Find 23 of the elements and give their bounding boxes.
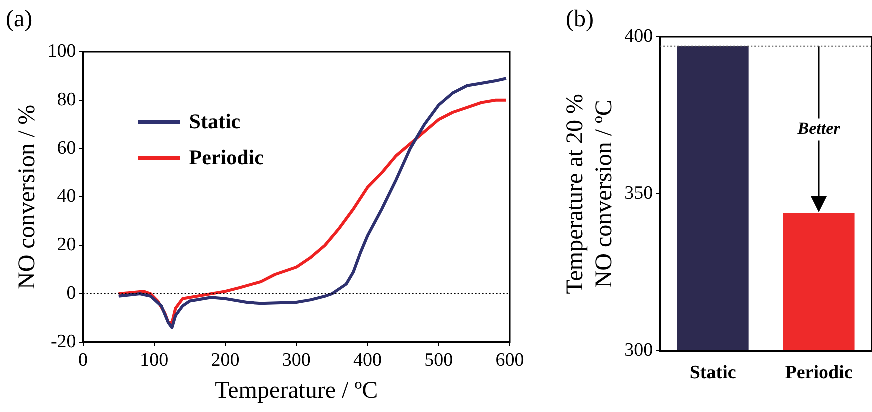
x-tick-label: 300 [282,350,311,371]
y-tick-label: 350 [624,183,654,204]
legend-label: Periodic [189,145,264,170]
y-tick-label: 100 [48,40,76,62]
x-tick-label: 400 [354,350,382,371]
y-axis-title: NO conversion / % [14,104,41,290]
y-tick-label: 20 [57,234,76,256]
y-tick-label: 60 [57,138,76,159]
chart-title: (a) [6,6,33,32]
y-tick-label: 0 [66,282,76,304]
y-tick-label: 40 [57,186,76,208]
legend-label: Static [189,109,241,134]
x-tick-label: 600 [496,350,524,371]
y-axis-title: Temperature at 20 % NO conversion / ºC [562,94,618,294]
x-tick-label: 500 [424,350,454,371]
x-axis-title: Temperature / ºC [215,378,378,404]
y-tick-label: -20 [50,331,76,352]
chart-title: (b) [566,6,594,32]
x-tick-label: 200 [211,350,240,371]
y-tick-label: 400 [624,26,654,47]
annotation: Better [796,119,841,138]
x-tick-label: 100 [140,350,169,371]
y-tick-label: 80 [57,89,76,110]
